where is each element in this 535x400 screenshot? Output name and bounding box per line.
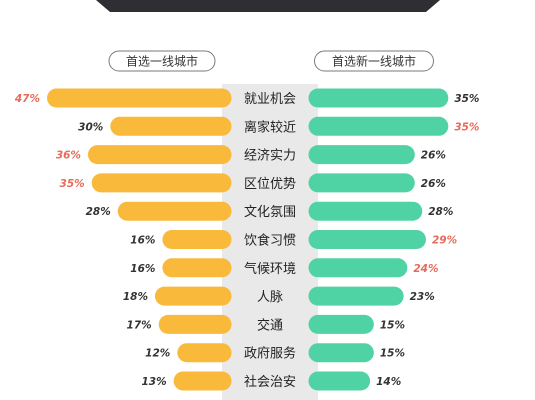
bar-right-0 [308, 88, 449, 108]
category-label-10: 社会治安 [244, 374, 296, 390]
value-label-right-3: 26% [421, 178, 446, 190]
value-label-left-4: 28% [86, 206, 111, 218]
value-label-left-8: 17% [127, 319, 152, 331]
value-label-right-2: 26% [421, 150, 446, 162]
bar-left-3 [91, 173, 232, 193]
value-label-right-1: 35% [454, 121, 479, 133]
legend-right-label: 首选新一线城市 [332, 54, 416, 69]
bars-layer [47, 88, 449, 391]
bar-left-9 [177, 343, 232, 363]
bar-left-5 [162, 230, 232, 249]
category-label-8: 交通 [257, 317, 283, 333]
bar-right-8 [308, 314, 374, 334]
category-label-5: 饮食习惯 [244, 233, 296, 249]
value-label-left-3: 35% [60, 178, 85, 190]
category-label-3: 区位优势 [244, 176, 296, 192]
value-label-right-7: 23% [410, 291, 435, 303]
bar-right-3 [308, 173, 415, 193]
bar-left-7 [154, 286, 232, 306]
value-label-left-0: 47% [14, 93, 40, 105]
category-label-7: 人脉 [257, 290, 283, 305]
value-label-left-5: 16% [130, 235, 155, 247]
bar-right-9 [308, 343, 374, 363]
bar-left-2 [87, 145, 232, 165]
bar-left-6 [162, 258, 232, 278]
bar-left-10 [173, 371, 232, 391]
category-band [222, 84, 318, 400]
value-label-left-9: 12% [145, 348, 170, 360]
value-label-right-9: 15% [380, 348, 405, 360]
category-label-2: 经济实力 [244, 149, 296, 164]
bar-right-4 [308, 201, 423, 221]
value-label-right-10: 14% [376, 376, 401, 388]
bar-right-10 [308, 371, 371, 391]
value-label-left-10: 13% [141, 376, 166, 388]
bar-right-7 [308, 286, 404, 306]
value-label-right-6: 24% [413, 263, 438, 275]
category-label-1: 离家较近 [244, 119, 296, 135]
value-label-right-5: 29% [432, 235, 457, 247]
bar-right-2 [308, 145, 415, 165]
category-band-bg [222, 84, 318, 400]
legend-layer: 首选一线城市 首选新一线城市 [108, 50, 434, 72]
value-label-left-2: 36% [56, 150, 81, 162]
bar-left-8 [158, 314, 232, 334]
value-label-right-0: 35% [454, 93, 479, 105]
labels-layer: 就业机会 47% 35% 离家较近 30% 35% 经济实力 36% 26% 区位优势 35% 26%… [14, 92, 480, 390]
bar-right-1 [308, 116, 449, 136]
header-banner [96, 0, 440, 12]
bar-left-0 [47, 88, 232, 108]
bar-left-1 [110, 116, 232, 136]
category-label-0: 就业机会 [244, 92, 296, 107]
legend-left-label: 首选一线城市 [126, 54, 198, 69]
value-label-right-4: 28% [428, 206, 453, 218]
category-label-9: 政府服务 [244, 346, 296, 362]
value-label-left-1: 30% [78, 121, 103, 133]
value-label-left-6: 16% [130, 263, 155, 275]
category-label-4: 文化氛围 [244, 205, 296, 220]
bar-left-4 [117, 201, 232, 221]
bar-right-5 [308, 230, 426, 249]
bar-right-6 [308, 258, 408, 278]
value-label-right-8: 15% [380, 319, 405, 331]
category-label-6: 气候环境 [244, 261, 296, 277]
legend-right-pill [314, 50, 434, 72]
legend-left-pill [108, 50, 216, 72]
value-label-left-7: 18% [123, 291, 148, 303]
header-layer [96, 0, 440, 12]
